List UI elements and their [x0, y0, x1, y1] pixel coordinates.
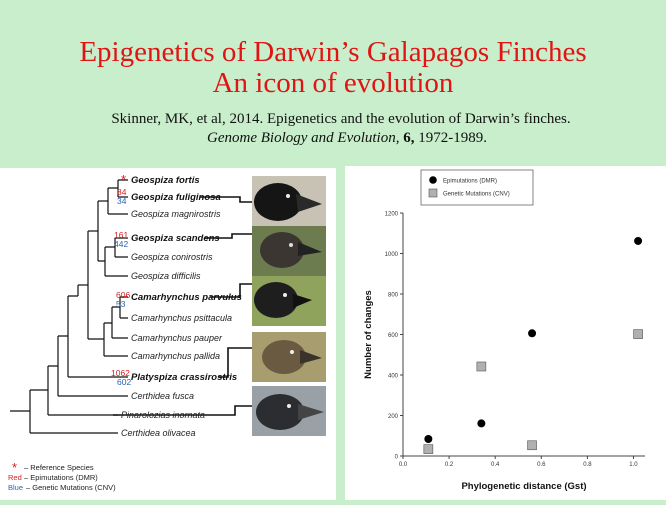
dmr-count: 606 — [116, 290, 130, 300]
cnv-point — [476, 361, 487, 372]
finch-photo-5 — [252, 386, 326, 436]
finch-photo-1 — [252, 176, 326, 226]
x-tick-label: 0.0 — [399, 462, 408, 468]
citation-journal: Genome Biology and Evolution, — [207, 130, 400, 146]
y-tick-label: 1200 — [385, 212, 399, 218]
scatter-chart-panel: 0 200 400 600 800 1000 1200 0.0 0.2 0.4 0.6 0.8 1.0 P… — [345, 166, 666, 500]
x-tick-label: 0.8 — [583, 462, 592, 468]
x-tick-label: 0.2 — [445, 462, 454, 468]
cnv-point — [527, 440, 537, 451]
legend-box — [420, 169, 534, 206]
species-label: Certhidea olivacea — [121, 428, 196, 438]
legend-red-word: Red — [8, 473, 22, 482]
photo-connectors — [113, 196, 252, 416]
species-label: Geospiza fuliginosa — [131, 192, 221, 203]
species-label: Camarhynchus pallida — [131, 351, 220, 361]
cnv-count: 602 — [117, 377, 131, 387]
legend-red-text: – Epimutations (DMR) — [24, 473, 98, 482]
legend-cnv-marker — [428, 188, 438, 198]
dmr-count: 84 — [117, 187, 127, 197]
cnv-point — [633, 329, 643, 339]
finch-photo-2 — [252, 226, 326, 276]
legend-star-icon: * — [12, 460, 17, 475]
slide-title-line-2: An icon of evolution — [212, 67, 454, 99]
species-label: Geospiza scandens — [131, 233, 220, 244]
dmr-count: 161 — [114, 230, 128, 240]
dmr-point — [477, 419, 486, 428]
branch-counts: 84 34 161 442 606 53 1062 602 — [111, 187, 131, 387]
x-tick-label: 0.4 — [491, 462, 500, 468]
species-label: Pinarolozias inornata — [121, 410, 205, 420]
slide-title-line-1: Epigenetics of Darwin’s Galapagos Finche… — [79, 36, 587, 68]
legend-blue-text: – Genetic Mutations (CNV) — [26, 483, 116, 492]
cnv-count: 34 — [117, 196, 127, 206]
citation-volume: 6, — [403, 130, 415, 146]
citation-line-1: Skinner, MK, et al, 2014. Epigenetics an… — [111, 111, 571, 127]
legend-series-label: Genetic Mutations (CNV) — [443, 192, 510, 198]
dmr-point — [634, 236, 643, 245]
reference-star-icon: * — [121, 172, 126, 187]
species-labels: Geospiza fortis Geospiza fuliginosa Geos… — [121, 175, 242, 438]
x-tick-label: 1.0 — [629, 462, 638, 468]
cnv-count: 442 — [114, 239, 128, 249]
cnv-count: 53 — [116, 299, 126, 309]
y-tick-label: 1000 — [385, 252, 399, 258]
species-label: Camarhynchus psittacula — [131, 313, 232, 323]
legend-reference: – Reference Species — [24, 463, 94, 472]
legend-blue-word: Blue — [8, 483, 23, 492]
finch-photo-3 — [252, 276, 326, 326]
species-label: Geospiza difficilis — [131, 271, 201, 281]
legend-dmr-marker — [429, 176, 437, 184]
species-label: Camarhynchus parvulus — [131, 292, 242, 303]
species-label: Geospiza conirostris — [131, 252, 213, 262]
x-tick-label: 0.6 — [537, 462, 546, 468]
y-tick-label: 0 — [395, 455, 399, 461]
citation-pages: 1972-1989. — [418, 130, 487, 146]
species-label: Geospiza fortis — [131, 175, 200, 186]
cnv-point — [423, 444, 434, 454]
species-label: Platyspiza crassirostris — [131, 372, 237, 383]
dmr-count: 1062 — [111, 368, 130, 378]
scatter-chart: 0 200 400 600 800 1000 1200 0.0 0.2 0.4 0.6 0.8 1.0 P… — [363, 169, 645, 492]
citation-line-2: Genome Biology and Evolution, 6, 1972-19… — [14, 129, 666, 148]
x-axis-label: Phylogenetic distance (Gst) — [461, 481, 586, 492]
species-label: Camarhynchus pauper — [131, 333, 223, 343]
y-tick-label: 800 — [388, 293, 399, 299]
phylogeny-figure: Geospiza fortis Geospiza fuliginosa Geos… — [0, 168, 336, 500]
finch-photo-4 — [252, 332, 326, 382]
tree-legend: * – Reference Species Red – Epimutations… — [8, 460, 116, 492]
phylogeny-svg: Geospiza fortis Geospiza fuliginosa Geos… — [8, 172, 326, 492]
species-label: Certhidea fusca — [131, 391, 194, 401]
y-axis-label: Number of changes — [363, 290, 374, 379]
y-tick-label: 400 — [388, 374, 399, 380]
species-label: Geospiza magnirostris — [131, 209, 221, 219]
dmr-point — [424, 434, 433, 443]
legend-series-label: Epimutations (DMR) — [443, 179, 497, 185]
y-tick-label: 600 — [388, 333, 399, 339]
dmr-point — [528, 329, 537, 338]
tree-branches — [10, 179, 128, 434]
y-tick-label: 200 — [388, 414, 399, 420]
